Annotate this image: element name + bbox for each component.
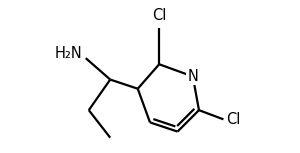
Text: N: N — [188, 69, 198, 84]
Text: H₂N: H₂N — [55, 46, 83, 61]
Text: Cl: Cl — [226, 112, 241, 127]
Text: Cl: Cl — [152, 8, 166, 23]
